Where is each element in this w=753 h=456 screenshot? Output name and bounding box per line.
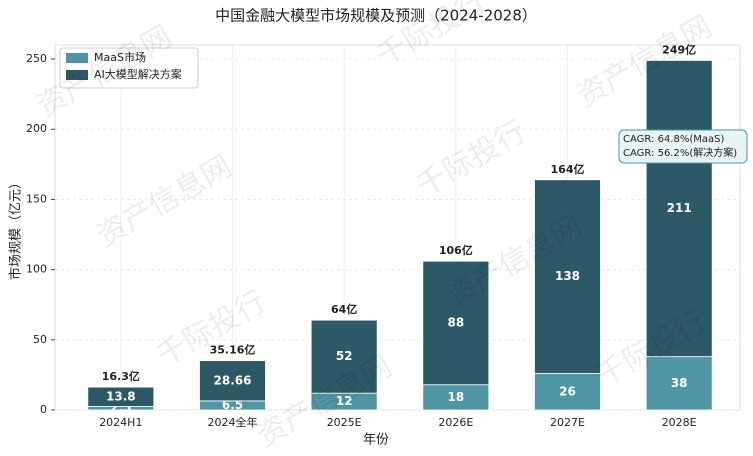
y-tick-label: 200 (26, 122, 47, 135)
legend-swatch (66, 70, 88, 80)
value-label: 26 (559, 384, 576, 398)
x-axis-label: 年份 (363, 433, 389, 448)
value-label: 138 (555, 269, 580, 283)
value-label: 52 (336, 349, 353, 363)
total-label: 35.16亿 (210, 343, 256, 357)
y-tick-label: 50 (33, 333, 47, 346)
value-label: 13.8 (106, 389, 136, 403)
annotation-text: CAGR: 64.8%(MaaS) (623, 134, 724, 145)
bar-segment (310, 319, 378, 394)
value-label: 38 (671, 376, 688, 390)
total-label: 16.3亿 (102, 369, 140, 383)
total-label: 106亿 (439, 243, 473, 257)
watermark: 千际投行 (411, 114, 532, 204)
value-label: 28.66 (214, 373, 252, 387)
bar-segment (645, 60, 713, 358)
x-tick-label: 2026E (438, 416, 473, 429)
x-tick-label: 2027E (550, 416, 585, 429)
y-axis-label: 市场规模（亿元） (8, 176, 24, 280)
value-label: 88 (447, 315, 464, 329)
bar-segment (534, 373, 601, 411)
x-tick-label: 2024全年 (208, 415, 258, 429)
legend-label: AI大模型解决方案 (94, 67, 182, 81)
bar-segment (534, 179, 601, 374)
bar-segment (645, 356, 713, 411)
value-label: 211 (667, 201, 692, 215)
bar-segment (199, 360, 266, 402)
legend-box (59, 47, 199, 89)
total-label: 164亿 (551, 162, 585, 176)
value-label: 6.5 (222, 398, 243, 412)
value-label: 12 (336, 394, 353, 408)
legend-label: MaaS市场 (94, 50, 146, 64)
y-tick-label: 150 (26, 192, 47, 205)
legend: MaaS市场 AI大模型解决方案 (59, 47, 199, 89)
value-label: 18 (447, 390, 464, 404)
x-tick-label: 2025E (327, 416, 362, 429)
total-label: 64亿 (331, 302, 357, 316)
annotation-text: CAGR: 56.2%(解决方案) (623, 146, 737, 159)
watermark: 资产信息网 (91, 149, 238, 254)
y-tick-label: 0 (40, 403, 47, 416)
bar-segment (422, 384, 490, 411)
y-tick-label: 100 (26, 263, 47, 276)
total-label: 249亿 (662, 42, 696, 56)
x-tick-label: 2024H1 (99, 416, 142, 429)
x-tick-label: 2028E (662, 416, 697, 429)
y-tick-label: 250 (26, 52, 47, 65)
annotation-box (618, 129, 748, 164)
chart-title: 中国金融大模型市场规模及预测（2024-2028） (215, 7, 537, 25)
legend-swatch (66, 53, 88, 63)
bar-segment (87, 386, 155, 407)
bar-segment (422, 260, 490, 386)
